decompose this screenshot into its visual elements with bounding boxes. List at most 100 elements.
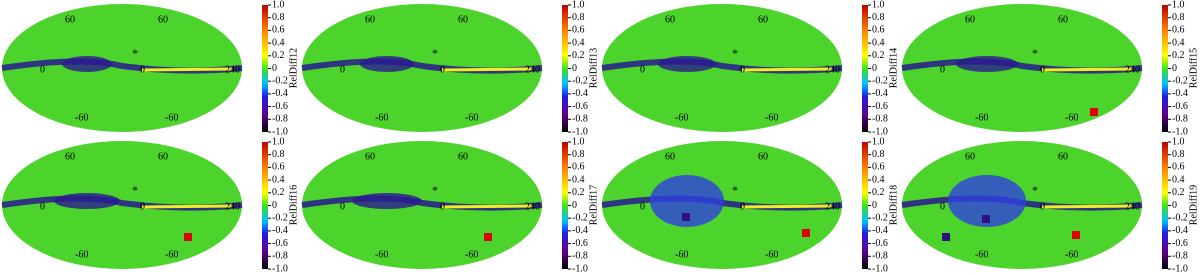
colorbar-tick-label: 0: [872, 63, 877, 74]
grid-label: -60: [765, 249, 778, 260]
colorbar: [262, 142, 268, 269]
colorbar-label: RelDiff13: [588, 48, 599, 88]
grid-label: -60: [675, 249, 688, 260]
colorbar-tick-label: -0.4: [572, 225, 588, 236]
bright-band: [141, 204, 233, 209]
grid-label: 240: [1125, 201, 1140, 212]
colorbar-tick-label: 0.6: [572, 162, 585, 173]
colorbar-tick-label: 0.4: [1172, 37, 1185, 48]
galactic-center: [352, 193, 422, 209]
grid-label: 0: [940, 201, 945, 212]
colorbar-tick-label: 0.6: [872, 162, 885, 173]
colorbar-tick-label: 0.2: [572, 187, 585, 198]
grid-label: 60: [965, 151, 975, 162]
colorbar-tick-label: -0.4: [572, 88, 588, 99]
hot-spot: [942, 233, 950, 241]
grid-label: 240: [1125, 64, 1140, 75]
grid-label: 240: [525, 201, 540, 212]
colorbar-label: RelDiff19: [1188, 185, 1199, 225]
colorbar-tick-label: 0.4: [272, 174, 285, 185]
colorbar-tick-label: 0.8: [1172, 12, 1185, 23]
colorbar-tick-label: -0.6: [572, 101, 588, 112]
colorbar-label: RelDiff14: [888, 48, 899, 88]
colorbar-tick-label: -1.0: [272, 126, 288, 137]
grid-label: 0: [740, 64, 745, 75]
grid-label: 60: [665, 14, 675, 25]
colorbar-tick-label: -0.2: [272, 75, 288, 86]
hot-spot: [184, 233, 192, 241]
colorbar-tick-label: 0.2: [572, 50, 585, 61]
colorbar-tick-label: 0.4: [272, 37, 285, 48]
grid-label: -60: [75, 249, 88, 260]
grid-label: 0: [140, 64, 145, 75]
colorbar-tick-label: 0.6: [272, 25, 285, 36]
galactic-center: [54, 193, 120, 209]
colorbar-tick-label: 0.4: [1172, 174, 1185, 185]
grid-label: 60: [458, 151, 468, 162]
grid-label: -60: [165, 112, 178, 123]
colorbar-tick-label: 0.2: [1172, 50, 1185, 61]
star-marker: *: [1032, 46, 1038, 60]
colorbar-tick-label: -0.8: [872, 251, 888, 262]
colorbar-tick-label: 0.2: [272, 187, 285, 198]
grid-label: 0: [40, 64, 45, 75]
bright-band: [441, 204, 533, 209]
colorbar-tick-label: 0.2: [1172, 187, 1185, 198]
grid-label: -60: [765, 112, 778, 123]
hot-spot: [682, 213, 690, 221]
grid-label: 240: [825, 64, 840, 75]
grid-label: 0: [340, 64, 345, 75]
grid-label: -60: [1065, 249, 1078, 260]
colorbar-tick-label: 0.6: [272, 162, 285, 173]
colorbar-label: RelDiff15: [1188, 48, 1199, 88]
colorbar-tick-label: 0: [272, 200, 277, 211]
grid-label: 60: [1058, 151, 1068, 162]
colorbar-label: RelDiff17: [588, 185, 599, 225]
bright-band: [141, 67, 233, 72]
colorbar: [1162, 5, 1168, 132]
star-marker: *: [132, 183, 138, 197]
colorbar: [562, 5, 568, 132]
hot-spot: [1090, 108, 1098, 116]
colorbar: [862, 142, 868, 269]
colorbar-tick-label: -0.4: [272, 88, 288, 99]
grid-label: 60: [965, 14, 975, 25]
colorbar-tick-label: -0.4: [1172, 88, 1188, 99]
colorbar-tick-label: 0: [272, 63, 277, 74]
grid-label: 60: [158, 151, 168, 162]
grid-label: 60: [365, 14, 375, 25]
hot-spot: [1072, 231, 1080, 239]
star-marker: *: [1032, 183, 1038, 197]
colorbar-tick-label: -0.6: [572, 238, 588, 249]
grid-label: 60: [665, 151, 675, 162]
grid-label: -60: [975, 112, 988, 123]
grid-label: -60: [465, 112, 478, 123]
colorbar: [562, 142, 568, 269]
colorbar-tick-label: 0.8: [272, 149, 285, 160]
colorbar-tick-label: 1.0: [872, 136, 885, 147]
grid-label: 0: [640, 64, 645, 75]
grid-label: 0: [440, 64, 445, 75]
sky-map: * 60 60 0 0 240 -60 -60: [301, 4, 543, 132]
colorbar-tick-label: -1.0: [272, 263, 288, 274]
bright-band: [741, 204, 833, 209]
grid-label: 60: [158, 14, 168, 25]
bright-band: [441, 67, 533, 72]
colorbar-tick-label: 0.8: [572, 12, 585, 23]
colorbar-tick-label: -0.2: [272, 212, 288, 223]
colorbar-tick-label: -0.2: [572, 75, 588, 86]
galactic-center: [360, 56, 414, 72]
colorbar: [262, 5, 268, 132]
sky-map: * 60 60 0 0 240 -60 -60: [601, 141, 843, 269]
colorbar: [862, 5, 868, 132]
colorbar-label: RelDiff12: [288, 48, 299, 88]
colorbar-tick-label: 1.0: [272, 0, 285, 10]
sky-map: * 60 60 0 0 240 -60 -60: [901, 4, 1143, 132]
colorbar-tick-label: 0: [572, 63, 577, 74]
colorbar-tick-label: 0.4: [872, 174, 885, 185]
star-marker: *: [432, 46, 438, 60]
grid-label: 60: [1058, 14, 1068, 25]
grid-label: 60: [458, 14, 468, 25]
colorbar-tick-label: -1.0: [572, 126, 588, 137]
